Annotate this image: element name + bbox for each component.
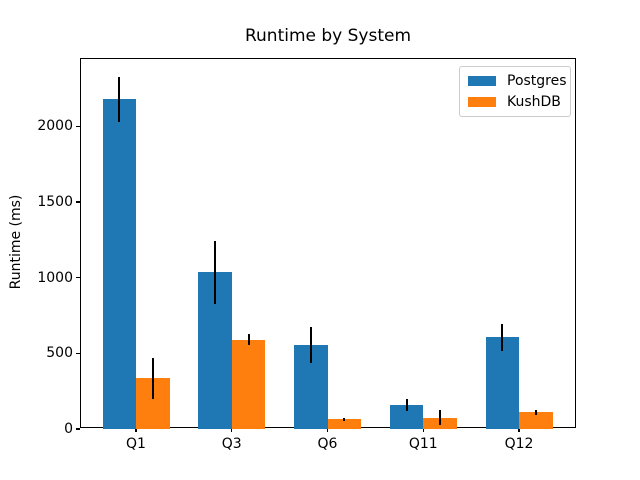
x-axis-tick-label: Q12: [504, 436, 534, 452]
x-axis-tick: [135, 428, 137, 432]
legend-item-postgres: Postgres: [468, 73, 567, 89]
error-bar: [439, 410, 441, 425]
y-axis-tick-label: 500: [46, 345, 73, 362]
legend-swatch-kushdb: [468, 97, 496, 107]
error-bar: [118, 76, 121, 122]
x-axis-tick-label: Q11: [408, 436, 438, 452]
x-axis-tick: [326, 428, 329, 432]
bar-kushdb-q6: [327, 419, 361, 429]
y-axis-tick-label: 1000: [37, 269, 73, 286]
bar-postgres-q12: [485, 337, 519, 429]
bar-kushdb-q3: [231, 339, 266, 429]
y-axis-tick-label: 0: [64, 421, 73, 437]
error-bar: [151, 357, 154, 399]
y-axis-tick-label: 1500: [37, 194, 73, 211]
bar-postgres-q1: [102, 99, 136, 429]
chart-title: Runtime by System: [244, 26, 412, 46]
x-axis-tick-label: Q3: [221, 436, 242, 452]
y-axis-tick: [76, 125, 80, 128]
bar-kushdb-q12: [519, 412, 553, 429]
y-axis-tick-label: 2000: [37, 118, 73, 135]
error-bar: [309, 326, 312, 364]
x-axis-tick-label: Q1: [126, 436, 146, 452]
y-axis-tick: [76, 428, 80, 430]
y-axis-tick: [76, 201, 80, 203]
y-axis-tick: [76, 352, 80, 354]
error-bar: [501, 323, 504, 352]
legend-item-kushdb: KushDB: [468, 94, 562, 110]
legend-swatch-postgres: [468, 76, 496, 86]
y-axis-tick: [76, 277, 80, 279]
legend-label: KushDB: [507, 94, 561, 110]
error-bar: [214, 240, 216, 305]
plot-area: Postgres KushDB 0 500 1000 1500 2000 Q1 Q3 Q6 Q11…: [37, 58, 576, 452]
error-bar: [405, 399, 408, 412]
error-bar: [534, 410, 537, 415]
x-axis-tick: [231, 428, 233, 432]
x-axis-tick: [518, 428, 520, 432]
error-bar: [247, 334, 250, 346]
x-axis-tick-label: Q6: [317, 436, 338, 452]
legend-label: Postgres: [507, 73, 567, 89]
error-bar: [343, 417, 346, 421]
legend: Postgres KushDB: [459, 66, 571, 117]
bar-postgres-q11: [389, 405, 424, 429]
x-axis-tick: [422, 428, 424, 432]
